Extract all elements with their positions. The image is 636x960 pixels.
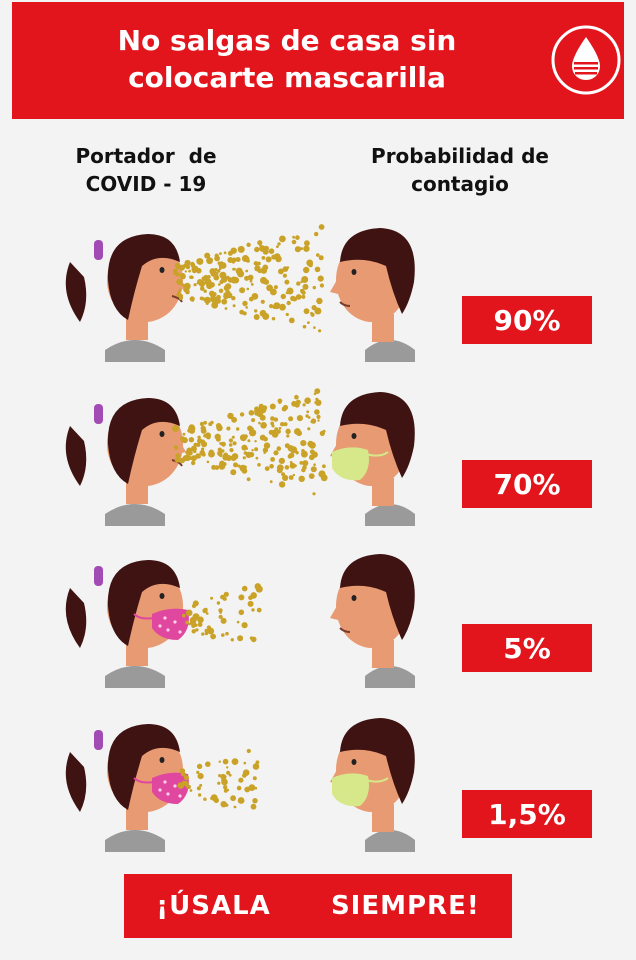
title-line-1: No salgas de casa sin [117,24,457,57]
aerosol-particles [177,748,260,810]
carrier-person [65,234,186,362]
aerosol-particles [172,388,328,496]
probability-heading-line-1: Probabilidad de [371,144,549,168]
scenario-row [0,548,636,708]
title-line-2: colocarte mascarilla [128,61,446,94]
blood-drop-icon [551,25,621,95]
receiver-mask [332,447,369,481]
receiver-mask [332,773,369,807]
carrier-column-heading: Portador de contagio COVID - 19 [56,142,236,198]
aerosol-particles [173,224,325,333]
carrier-heading-line-2: COVID - 19 [85,172,207,196]
scenario-row [0,222,636,382]
scenario-illustration [65,388,415,526]
carrier-heading-line-1: Portador de [75,144,217,168]
receiver-person [330,718,415,852]
probability-badge: 70% [462,460,592,508]
scenario-illustration [65,224,415,362]
carrier-person [65,724,189,852]
probability-badge: 1,5% [462,790,592,838]
probability-badge: 5% [462,624,592,672]
carrier-person [65,398,186,526]
receiver-person [330,554,415,688]
scenario-row [0,386,636,546]
scenario-row [0,712,636,872]
page-title: No salgas de casa sin colocarte mascaril… [52,22,522,96]
aerosol-particles [181,583,263,643]
carrier-person [65,560,189,688]
probability-heading-line-2: contagio [411,172,509,196]
cta-text: ¡ÚSALA SIEMPRE! [156,891,480,921]
receiver-person [330,228,415,362]
probability-badge: 90% [462,296,592,344]
probability-column-heading: Probabilidad de contagio [352,142,568,198]
scenario-illustration [65,554,415,688]
header-banner: No salgas de casa sin colocarte mascaril… [12,2,624,119]
use-it-always-banner: ¡ÚSALA SIEMPRE! [124,874,512,938]
receiver-person [330,392,415,526]
scenario-illustration [65,718,415,852]
